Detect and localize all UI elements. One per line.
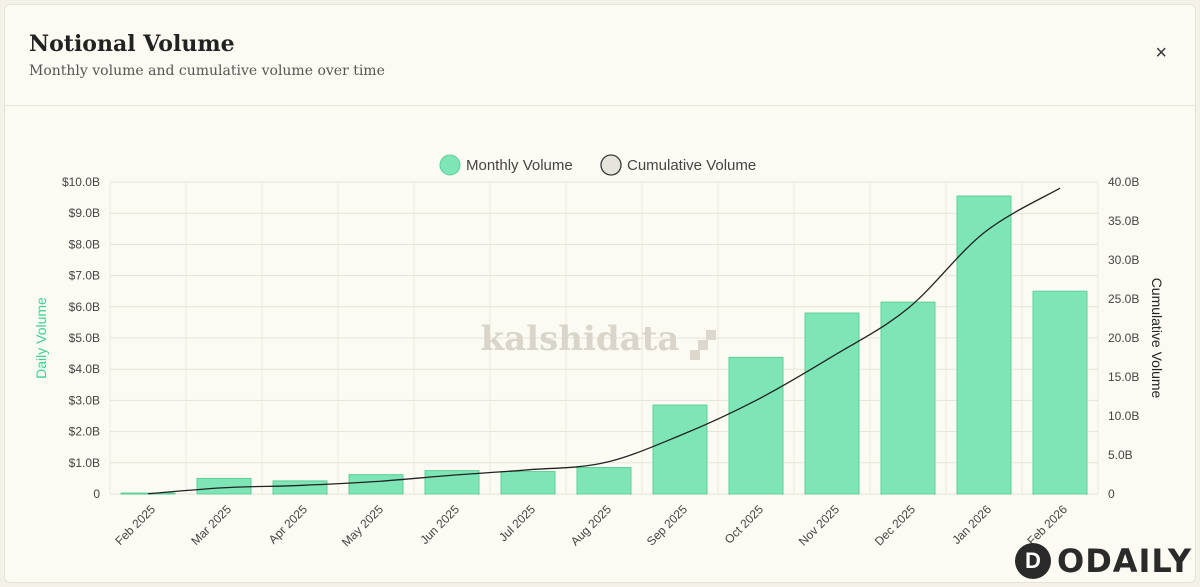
legend-label-cumulative: Cumulative Volume: [627, 157, 756, 174]
cumulative-line: [147, 187, 1061, 495]
y2-axis-label: Cumulative Volume: [1149, 278, 1165, 399]
page-title: Notional Volume: [29, 31, 235, 57]
bar: [880, 301, 936, 495]
y-tick-label: $9.0B: [69, 206, 100, 220]
close-icon[interactable]: ×: [1155, 42, 1167, 64]
page-subtitle: Monthly volume and cumulative volume ove…: [29, 63, 385, 79]
y2-tick-label: 35.0B: [1108, 214, 1139, 228]
x-tick-label: Aug 2025: [568, 502, 614, 548]
watermark-text: kalshidata: [481, 319, 680, 359]
x-tick-label: Mar 2025: [188, 502, 234, 548]
card-header: Notional Volume Monthly volume and cumul…: [5, 5, 1195, 106]
y2-tick-label: 30.0B: [1108, 253, 1139, 267]
brand-logo-icon: D: [1014, 543, 1051, 579]
bar: [804, 312, 860, 495]
y2-tick-label: 15.0B: [1108, 370, 1139, 384]
bar: [1032, 290, 1088, 495]
y-tick-label: $8.0B: [69, 237, 100, 251]
bar: [348, 474, 404, 495]
bar: [576, 466, 632, 495]
y-tick-label: $5.0B: [69, 331, 100, 345]
y-tick-label: $3.0B: [69, 393, 100, 407]
y2-tick-label: 40.0B: [1108, 175, 1139, 189]
x-tick-label: Apr 2025: [266, 502, 311, 547]
y-tick-label: $10.0B: [62, 175, 100, 189]
x-tick-label: Jul 2025: [496, 502, 538, 544]
bar: [500, 471, 556, 495]
bar: [652, 404, 708, 495]
x-tick-label: Jun 2025: [417, 502, 462, 547]
y2-tick-label: 5.0B: [1108, 448, 1133, 462]
brand-logo: D ODAILY: [1014, 541, 1192, 581]
bar: [196, 477, 252, 495]
y-tick-label: $1.0B: [69, 456, 100, 470]
watermark-icon: [690, 330, 716, 360]
legend-label-monthly: Monthly Volume: [466, 157, 573, 174]
y-axis-label: Daily Volume: [33, 297, 49, 379]
x-tick-label: Feb 2025: [112, 502, 158, 548]
y2-tick-label: 20.0B: [1108, 331, 1139, 345]
bar: [956, 195, 1012, 495]
y-tick-label: $2.0B: [69, 425, 100, 439]
y-tick-label: $7.0B: [69, 269, 100, 283]
bar: [272, 480, 328, 495]
x-tick-label: Oct 2025: [722, 502, 767, 547]
brand-name: ODAILY: [1056, 542, 1192, 580]
bar: [728, 356, 784, 495]
y2-tick-label: 0: [1108, 487, 1115, 501]
x-tick-label: Sep 2025: [644, 502, 690, 548]
legend-swatch-monthly: [439, 154, 461, 176]
y-tick-label: $4.0B: [69, 362, 100, 376]
x-tick-label: May 2025: [339, 502, 386, 549]
y2-tick-label: 10.0B: [1108, 409, 1139, 423]
x-tick-label: Nov 2025: [796, 502, 842, 548]
y-tick-label: $6.0B: [69, 300, 100, 314]
y-tick-label: 0: [93, 487, 100, 501]
legend-swatch-cumulative: [600, 154, 622, 176]
x-tick-label: Dec 2025: [872, 502, 918, 548]
y2-tick-label: 25.0B: [1108, 292, 1139, 306]
x-tick-label: Jan 2026: [949, 502, 994, 547]
